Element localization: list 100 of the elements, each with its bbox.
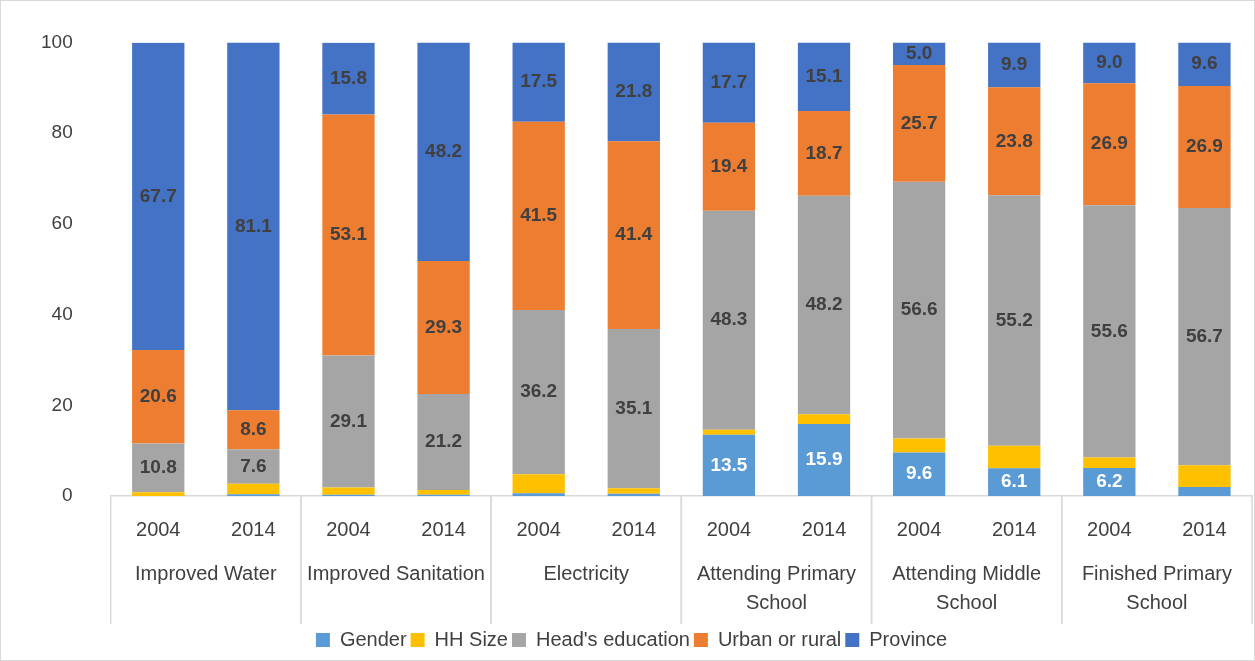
data-label: 35.1 bbox=[615, 396, 653, 418]
x-tick-label: 2014 bbox=[231, 517, 276, 540]
legend-label: Gender bbox=[339, 627, 407, 650]
data-label: 20.6 bbox=[139, 384, 177, 406]
bar bbox=[1083, 83, 1136, 206]
bar bbox=[512, 310, 565, 475]
bar bbox=[1178, 42, 1231, 86]
x-tick-label: 2014 bbox=[421, 517, 466, 540]
y-tick-label: 0 bbox=[62, 484, 73, 506]
bar bbox=[322, 114, 375, 356]
data-label: 25.7 bbox=[900, 111, 938, 133]
bar bbox=[607, 488, 660, 494]
data-label: 21.2 bbox=[425, 430, 463, 452]
data-label: 18.7 bbox=[805, 141, 843, 163]
data-label: 36.2 bbox=[520, 380, 558, 402]
data-label: 21.8 bbox=[615, 80, 653, 102]
bar bbox=[607, 329, 660, 489]
text: Finished Primary School bbox=[1081, 562, 1232, 613]
bar bbox=[988, 87, 1041, 196]
bar bbox=[417, 261, 470, 394]
bar bbox=[512, 493, 565, 496]
bar bbox=[512, 121, 565, 311]
bar bbox=[227, 410, 280, 450]
bar bbox=[892, 438, 946, 453]
data-label: 6.1 bbox=[1001, 470, 1028, 492]
text: Attending Primary School bbox=[696, 562, 856, 613]
data-label: 10.8 bbox=[139, 456, 177, 478]
bar bbox=[797, 414, 851, 424]
bar bbox=[227, 42, 280, 411]
bar bbox=[322, 42, 375, 115]
data-label: 17.5 bbox=[520, 70, 558, 92]
x-tick-label: 2004 bbox=[706, 517, 752, 540]
bar bbox=[1178, 85, 1231, 208]
y-tick-label: 60 bbox=[51, 212, 73, 234]
bar bbox=[417, 490, 470, 495]
bar bbox=[797, 42, 851, 111]
bar bbox=[132, 492, 185, 496]
bar bbox=[417, 393, 470, 491]
bar bbox=[702, 210, 756, 430]
x-tick-label: 2014 bbox=[611, 517, 657, 540]
data-label: 9.9 bbox=[1001, 53, 1028, 75]
data-label: 55.6 bbox=[1090, 319, 1128, 341]
y-tick-label: 20 bbox=[51, 393, 73, 415]
data-label: 5.0 bbox=[905, 41, 933, 63]
data-label: 15.1 bbox=[805, 64, 843, 86]
data-label: 81.1 bbox=[234, 214, 273, 236]
data-label: 41.5 bbox=[520, 204, 558, 226]
bar bbox=[1178, 465, 1231, 487]
legend-label: Province bbox=[869, 627, 948, 650]
x-tick-label: 2014 bbox=[801, 517, 847, 540]
bar bbox=[512, 42, 565, 122]
text: Improved Sanitation bbox=[307, 562, 485, 584]
bar bbox=[132, 349, 185, 444]
bar bbox=[702, 42, 756, 123]
bar bbox=[322, 355, 375, 488]
bar bbox=[417, 42, 470, 262]
bar bbox=[988, 195, 1041, 446]
legend-label: Urban or rural bbox=[717, 627, 842, 650]
bar bbox=[1178, 486, 1231, 496]
data-label: 48.2 bbox=[805, 293, 843, 315]
data-label: 56.6 bbox=[900, 298, 938, 320]
data-label: 29.3 bbox=[425, 315, 463, 337]
bar bbox=[702, 429, 756, 435]
legend-label: HH Size bbox=[434, 627, 508, 650]
x-tick-label: 2004 bbox=[896, 517, 942, 540]
data-label: 6.2 bbox=[1096, 470, 1123, 492]
bar bbox=[892, 181, 946, 439]
y-tick-label: 80 bbox=[51, 121, 73, 143]
legend-label: Head's education bbox=[535, 627, 690, 650]
data-label: 7.6 bbox=[240, 454, 267, 476]
y-tick-label: 40 bbox=[51, 302, 73, 324]
data-label: 26.9 bbox=[1185, 135, 1223, 157]
bar bbox=[227, 449, 280, 484]
data-label: 23.8 bbox=[995, 129, 1033, 151]
data-label: 56.7 bbox=[1185, 324, 1223, 346]
data-label: 29.1 bbox=[329, 409, 368, 431]
bar bbox=[132, 42, 185, 350]
data-label: 67.7 bbox=[139, 184, 177, 206]
bar bbox=[607, 42, 660, 142]
x-tick-label: 2004 bbox=[136, 517, 181, 540]
data-label: 17.7 bbox=[710, 70, 748, 92]
bar bbox=[702, 122, 756, 211]
data-label: 8.6 bbox=[240, 418, 267, 440]
bar bbox=[797, 195, 851, 415]
data-label: 15.9 bbox=[805, 448, 843, 470]
x-tick-label: 2004 bbox=[516, 517, 561, 540]
bar bbox=[227, 483, 280, 495]
x-tick-label: 2004 bbox=[326, 517, 371, 540]
data-label: 26.9 bbox=[1090, 132, 1128, 154]
bar bbox=[1178, 207, 1231, 466]
data-label: 9.0 bbox=[1096, 51, 1123, 73]
bar bbox=[1083, 205, 1136, 458]
x-tick-label: 2004 bbox=[1087, 517, 1132, 540]
data-label: 9.6 bbox=[1191, 52, 1218, 74]
bar bbox=[512, 474, 565, 494]
bar bbox=[1083, 457, 1136, 468]
bar bbox=[797, 423, 851, 496]
x-tick-label: 2014 bbox=[1182, 517, 1227, 540]
data-label: 15.8 bbox=[329, 66, 367, 88]
x-tick-label: 2014 bbox=[991, 517, 1037, 540]
